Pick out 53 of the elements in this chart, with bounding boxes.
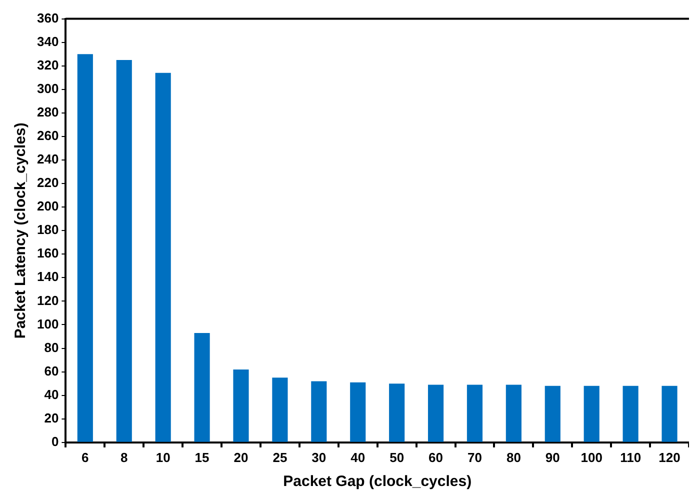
y-tick-label: 360 (36, 10, 59, 26)
bar (428, 384, 444, 442)
y-tick-label: 80 (44, 340, 59, 355)
bar (662, 386, 678, 442)
x-tick-label: 25 (272, 450, 288, 465)
bar (116, 60, 132, 442)
bar (233, 369, 249, 442)
bar (194, 332, 210, 442)
x-tick-label: 30 (312, 450, 326, 465)
y-tick-label: 60 (44, 363, 59, 378)
y-tick-label: 340 (36, 34, 59, 49)
y-tick-label: 40 (44, 386, 59, 402)
bar (311, 381, 327, 442)
x-axis-title: Packet Gap (clock_cycles) (283, 473, 472, 490)
x-tick-label: 70 (468, 450, 482, 465)
y-tick-label: 220 (36, 175, 59, 190)
y-tick-label: 160 (36, 246, 59, 261)
bar (272, 378, 288, 442)
x-tick-label: 80 (506, 450, 521, 465)
x-tick-label: 8 (120, 450, 128, 465)
y-axis-title: Packet Latency (clock_cycles) (12, 122, 30, 339)
bar (389, 384, 405, 442)
x-tick-label: 40 (350, 450, 366, 465)
x-tick-label: 60 (428, 450, 444, 465)
bar (544, 386, 560, 442)
bar (77, 54, 93, 442)
bar (506, 384, 522, 442)
y-tick-label: 200 (36, 198, 59, 214)
x-tick-label: 50 (390, 450, 404, 465)
bar (155, 72, 171, 442)
x-tick-label: 6 (82, 450, 89, 465)
y-tick-label: 320 (36, 57, 59, 72)
x-tick-label: 100 (580, 450, 602, 465)
x-tick-label: 110 (620, 450, 642, 465)
y-tick-label: 180 (36, 222, 59, 238)
y-tick-label: 280 (36, 104, 59, 120)
bar (466, 384, 483, 442)
bar (584, 386, 600, 442)
y-tick-label: 120 (36, 292, 59, 308)
x-tick-label: 15 (194, 450, 210, 465)
bar (622, 386, 638, 442)
y-tick-label: 20 (44, 410, 59, 426)
y-tick-label: 240 (36, 152, 59, 167)
y-tick-label: 300 (36, 80, 59, 96)
x-tick-label: 10 (156, 450, 170, 465)
y-tick-label: 260 (36, 128, 59, 144)
y-tick-label: 140 (36, 269, 59, 284)
bar (350, 382, 366, 442)
y-tick-label: 100 (36, 316, 59, 332)
x-tick-label: 20 (234, 450, 248, 465)
x-tick-label: 120 (658, 450, 680, 465)
x-tick-label: 90 (545, 450, 560, 465)
y-tick-label: 0 (51, 434, 59, 449)
